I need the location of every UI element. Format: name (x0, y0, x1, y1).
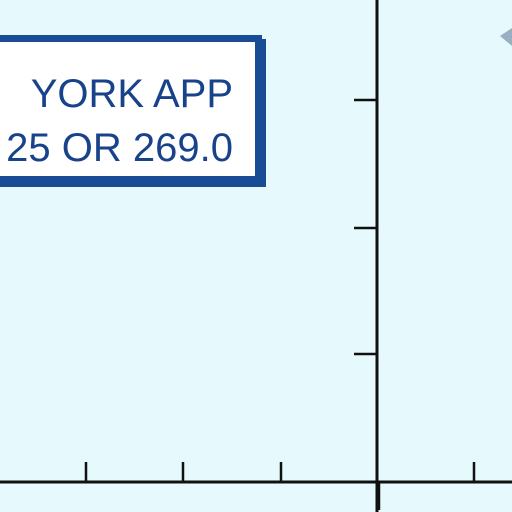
annotation-line-2: 25 OR 269.0 (6, 128, 233, 168)
annotation-box: YORK APP 25 OR 269.0 (0, 35, 262, 183)
annotation-line-1: YORK APP (31, 74, 233, 114)
arrow-marker-icon (500, 28, 512, 46)
